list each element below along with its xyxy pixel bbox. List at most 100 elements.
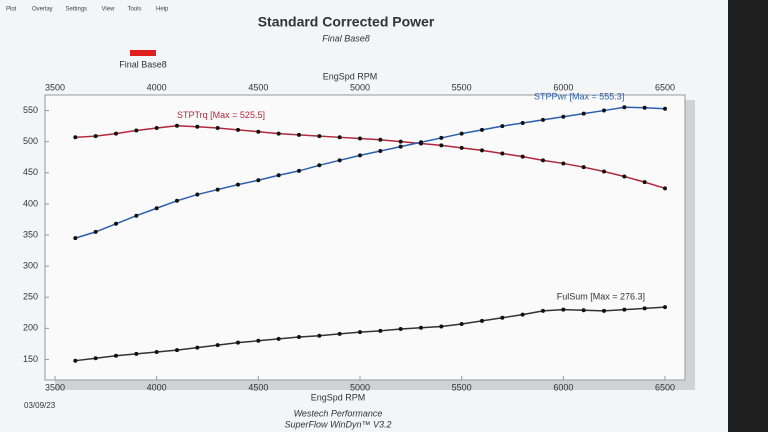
monitor-bezel bbox=[728, 0, 768, 432]
y-tick-label: 400 bbox=[23, 198, 38, 208]
data-point bbox=[378, 137, 383, 142]
series-annotation: STPPwr [Max = 555.3] bbox=[534, 92, 624, 102]
menu-item[interactable]: Overlay bbox=[32, 7, 53, 13]
data-point bbox=[297, 132, 301, 137]
data-point bbox=[622, 105, 627, 110]
data-point bbox=[317, 163, 322, 168]
data-point bbox=[419, 325, 423, 330]
company: Westech Performance bbox=[294, 408, 383, 418]
data-point bbox=[195, 192, 200, 197]
software: SuperFlow WinDyn™ V3.2 bbox=[285, 419, 392, 429]
series-line bbox=[75, 125, 666, 190]
data-point bbox=[561, 307, 566, 312]
legend-swatch bbox=[130, 50, 156, 56]
data-point bbox=[378, 149, 383, 153]
menu-item[interactable]: Settings bbox=[66, 7, 88, 13]
data-point bbox=[175, 198, 179, 203]
y-tick-label: 200 bbox=[23, 323, 38, 333]
data-point bbox=[459, 321, 464, 326]
data-point bbox=[215, 343, 220, 348]
x-axis-title-top: EngSpd RPM bbox=[323, 71, 378, 81]
data-point bbox=[256, 178, 261, 183]
data-point bbox=[500, 151, 505, 156]
data-point bbox=[114, 353, 118, 358]
data-point bbox=[134, 351, 139, 356]
data-point bbox=[541, 158, 545, 163]
data-point bbox=[358, 330, 362, 335]
data-point bbox=[500, 315, 505, 320]
data-point bbox=[642, 306, 647, 311]
data-point bbox=[663, 305, 667, 310]
data-point bbox=[642, 105, 647, 110]
x-tick-label-top: 5000 bbox=[350, 82, 370, 92]
x-tick-label-top: 4000 bbox=[147, 82, 167, 92]
data-point bbox=[480, 318, 484, 323]
data-point bbox=[439, 143, 444, 148]
data-point bbox=[73, 358, 78, 363]
chart-subtitle: Final Base8 bbox=[322, 33, 370, 43]
data-point bbox=[541, 308, 545, 313]
x-tick-label: 5000 bbox=[350, 382, 370, 392]
x-tick-label: 3500 bbox=[45, 382, 65, 392]
y-tick-label: 550 bbox=[23, 105, 38, 115]
x-tick-label: 6000 bbox=[553, 382, 573, 392]
data-point bbox=[622, 174, 627, 179]
data-point bbox=[195, 124, 200, 129]
data-point bbox=[398, 144, 403, 149]
data-point bbox=[236, 340, 240, 345]
data-point bbox=[520, 312, 525, 317]
x-tick-label: 6500 bbox=[655, 382, 675, 392]
data-point bbox=[337, 135, 342, 140]
data-point bbox=[439, 135, 444, 140]
data-point bbox=[256, 129, 261, 134]
data-point bbox=[480, 127, 484, 132]
chart-title: Standard Corrected Power bbox=[258, 14, 435, 30]
y-tick-label: 350 bbox=[23, 229, 38, 239]
data-point bbox=[378, 328, 383, 333]
series-line bbox=[75, 306, 666, 362]
data-point bbox=[175, 123, 179, 128]
menu-item[interactable]: Tools bbox=[128, 7, 142, 13]
data-point bbox=[317, 134, 322, 139]
data-point bbox=[459, 131, 464, 136]
data-point bbox=[114, 221, 118, 226]
data-point bbox=[175, 348, 179, 353]
data-point bbox=[93, 134, 98, 139]
data-point bbox=[459, 145, 464, 150]
x-tick-label-top: 5500 bbox=[452, 82, 472, 92]
x-tick-label-top: 3500 bbox=[45, 82, 65, 92]
data-point bbox=[358, 136, 362, 141]
data-point bbox=[337, 331, 342, 336]
x-tick-label: 5500 bbox=[452, 382, 472, 392]
data-point bbox=[256, 338, 261, 343]
data-point bbox=[663, 106, 667, 111]
data-point bbox=[93, 356, 98, 361]
data-point bbox=[561, 161, 566, 166]
data-point bbox=[602, 308, 606, 313]
data-point bbox=[154, 125, 159, 130]
data-point bbox=[215, 125, 220, 130]
menu-item[interactable]: Help bbox=[156, 7, 169, 13]
series-annotation: STPTrq [Max = 525.5] bbox=[177, 110, 265, 120]
data-point bbox=[317, 333, 322, 338]
menu-item[interactable]: Plot bbox=[6, 7, 17, 13]
series-line bbox=[75, 106, 666, 239]
data-point bbox=[236, 182, 240, 187]
data-point bbox=[398, 326, 403, 331]
menu-item[interactable]: View bbox=[102, 7, 116, 13]
data-point bbox=[602, 169, 606, 174]
date: 03/09/23 bbox=[24, 401, 56, 410]
x-tick-label-top: 6000 bbox=[553, 82, 573, 92]
data-point bbox=[439, 324, 444, 329]
data-point bbox=[276, 173, 281, 178]
menu-bar: Plot Overlay Settings View Tools Help bbox=[6, 7, 169, 13]
data-point bbox=[358, 153, 362, 158]
data-point bbox=[642, 180, 647, 185]
data-point bbox=[398, 139, 403, 144]
data-point bbox=[500, 124, 505, 129]
data-point bbox=[581, 308, 586, 313]
data-point bbox=[195, 345, 200, 350]
y-tick-label: 450 bbox=[23, 167, 38, 177]
data-point bbox=[622, 307, 627, 312]
